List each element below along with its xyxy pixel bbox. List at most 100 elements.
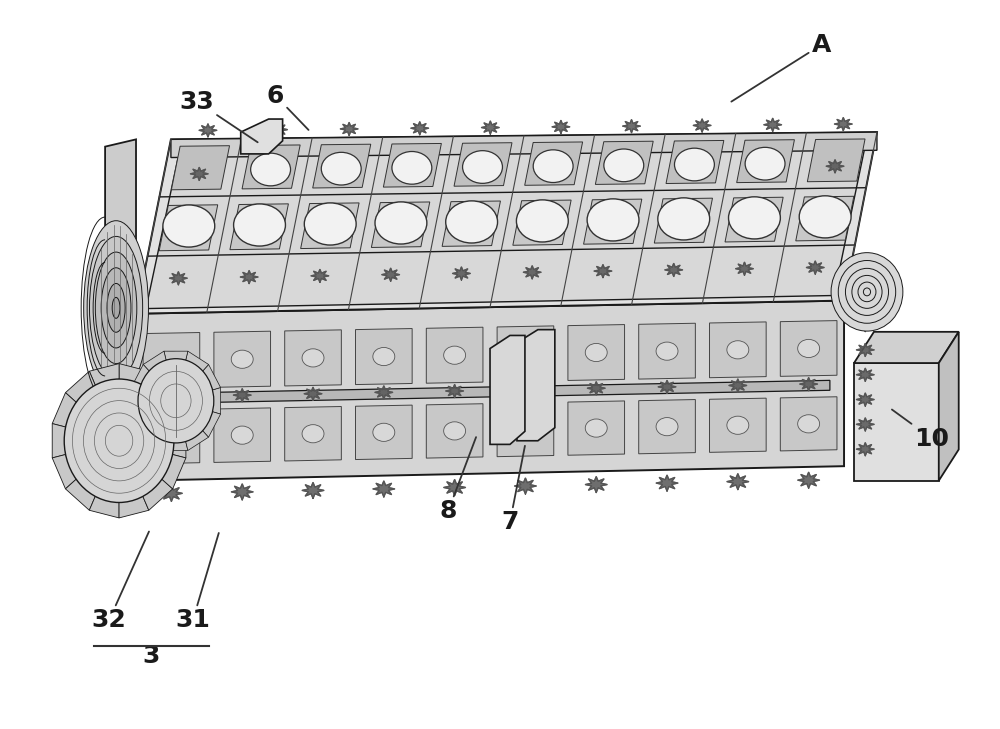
Text: 8: 8 [439, 437, 476, 523]
Polygon shape [939, 332, 959, 480]
Ellipse shape [604, 214, 634, 238]
Ellipse shape [112, 297, 120, 319]
Polygon shape [162, 454, 186, 489]
Text: 3: 3 [142, 644, 160, 668]
Polygon shape [164, 442, 188, 451]
Ellipse shape [231, 426, 253, 444]
Ellipse shape [321, 218, 351, 241]
Polygon shape [241, 119, 283, 154]
Polygon shape [826, 160, 844, 173]
Ellipse shape [745, 147, 785, 180]
Polygon shape [150, 381, 830, 404]
Ellipse shape [514, 345, 536, 363]
Polygon shape [595, 141, 653, 184]
Polygon shape [375, 386, 393, 399]
Polygon shape [105, 139, 136, 480]
Ellipse shape [251, 153, 291, 186]
Polygon shape [106, 364, 124, 378]
Polygon shape [106, 336, 124, 349]
Polygon shape [89, 364, 119, 385]
Ellipse shape [799, 196, 851, 238]
Polygon shape [798, 472, 820, 488]
Polygon shape [755, 160, 773, 174]
Ellipse shape [674, 148, 714, 181]
Polygon shape [321, 217, 339, 230]
Polygon shape [856, 343, 874, 356]
Polygon shape [213, 388, 221, 414]
Polygon shape [313, 144, 371, 188]
Polygon shape [834, 117, 852, 130]
Polygon shape [186, 351, 209, 371]
Polygon shape [533, 214, 551, 227]
Polygon shape [65, 371, 95, 402]
Polygon shape [594, 265, 612, 278]
Polygon shape [639, 323, 695, 379]
Ellipse shape [373, 348, 395, 366]
Ellipse shape [533, 150, 573, 182]
Polygon shape [65, 479, 95, 510]
Polygon shape [251, 219, 268, 232]
Ellipse shape [585, 419, 607, 437]
Polygon shape [473, 164, 491, 177]
Ellipse shape [64, 379, 174, 502]
Polygon shape [411, 122, 429, 135]
Ellipse shape [446, 201, 498, 243]
Polygon shape [240, 270, 258, 284]
Polygon shape [190, 167, 208, 180]
Polygon shape [497, 402, 554, 456]
Polygon shape [816, 211, 834, 223]
Text: 7: 7 [501, 446, 525, 534]
Polygon shape [854, 332, 959, 363]
Ellipse shape [604, 149, 644, 182]
Polygon shape [332, 165, 350, 179]
Polygon shape [856, 418, 874, 431]
Polygon shape [796, 196, 854, 241]
Polygon shape [143, 409, 200, 464]
Polygon shape [270, 123, 288, 136]
Ellipse shape [463, 151, 502, 184]
Polygon shape [584, 199, 642, 244]
Ellipse shape [375, 202, 427, 244]
Polygon shape [203, 412, 221, 437]
Polygon shape [780, 397, 837, 451]
Ellipse shape [745, 212, 775, 235]
Polygon shape [383, 144, 441, 187]
Polygon shape [587, 382, 605, 394]
Polygon shape [171, 132, 877, 157]
Polygon shape [452, 267, 470, 280]
Polygon shape [119, 364, 149, 385]
Polygon shape [402, 165, 420, 178]
Polygon shape [231, 484, 253, 500]
Ellipse shape [516, 200, 568, 242]
Polygon shape [340, 122, 358, 136]
Ellipse shape [831, 253, 903, 331]
Polygon shape [568, 324, 625, 381]
Polygon shape [242, 145, 300, 189]
Polygon shape [725, 198, 783, 242]
Polygon shape [523, 265, 541, 278]
Polygon shape [89, 496, 119, 518]
Polygon shape [543, 163, 561, 176]
Text: 31: 31 [175, 533, 219, 632]
Polygon shape [136, 132, 877, 313]
Ellipse shape [727, 340, 749, 359]
Polygon shape [665, 263, 683, 276]
Text: A: A [731, 33, 831, 101]
Polygon shape [658, 381, 676, 394]
Ellipse shape [798, 340, 820, 357]
Polygon shape [568, 401, 625, 455]
Ellipse shape [373, 424, 395, 441]
Polygon shape [146, 137, 867, 308]
Polygon shape [426, 404, 483, 458]
Ellipse shape [302, 348, 324, 367]
Polygon shape [806, 261, 824, 274]
Ellipse shape [231, 350, 253, 368]
Polygon shape [180, 219, 198, 233]
Polygon shape [106, 450, 124, 463]
Text: 10: 10 [892, 410, 949, 451]
Polygon shape [639, 399, 695, 453]
Polygon shape [106, 421, 124, 434]
Polygon shape [162, 390, 180, 403]
Ellipse shape [321, 152, 361, 185]
Polygon shape [737, 140, 794, 183]
